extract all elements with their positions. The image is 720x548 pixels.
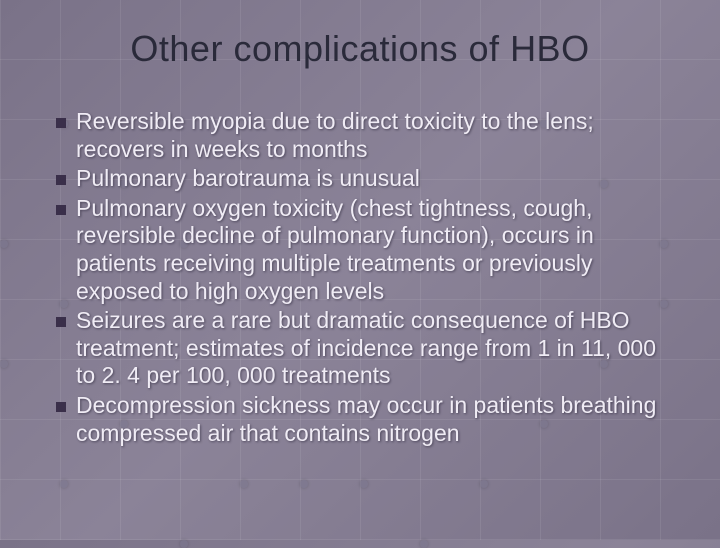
bullet-text: Pulmonary oxygen toxicity (chest tightne… xyxy=(76,195,664,305)
list-item: Reversible myopia due to direct toxicity… xyxy=(56,108,664,163)
slide-title: Other complications of HBO xyxy=(56,28,664,70)
bullet-text: Pulmonary barotrauma is unusual xyxy=(76,165,420,193)
bullet-text: Seizures are a rare but dramatic consequ… xyxy=(76,307,664,390)
bullet-list: Reversible myopia due to direct toxicity… xyxy=(56,108,664,447)
bullet-text: Reversible myopia due to direct toxicity… xyxy=(76,108,664,163)
list-item: Pulmonary oxygen toxicity (chest tightne… xyxy=(56,195,664,305)
list-item: Decompression sickness may occur in pati… xyxy=(56,392,664,447)
bullet-icon xyxy=(56,118,66,128)
bullet-icon xyxy=(56,205,66,215)
bullet-icon xyxy=(56,402,66,412)
bullet-icon xyxy=(56,175,66,185)
bullet-text: Decompression sickness may occur in pati… xyxy=(76,392,664,447)
list-item: Seizures are a rare but dramatic consequ… xyxy=(56,307,664,390)
bullet-icon xyxy=(56,317,66,327)
list-item: Pulmonary barotrauma is unusual xyxy=(56,165,664,193)
slide-container: Other complications of HBO Reversible my… xyxy=(0,0,720,540)
